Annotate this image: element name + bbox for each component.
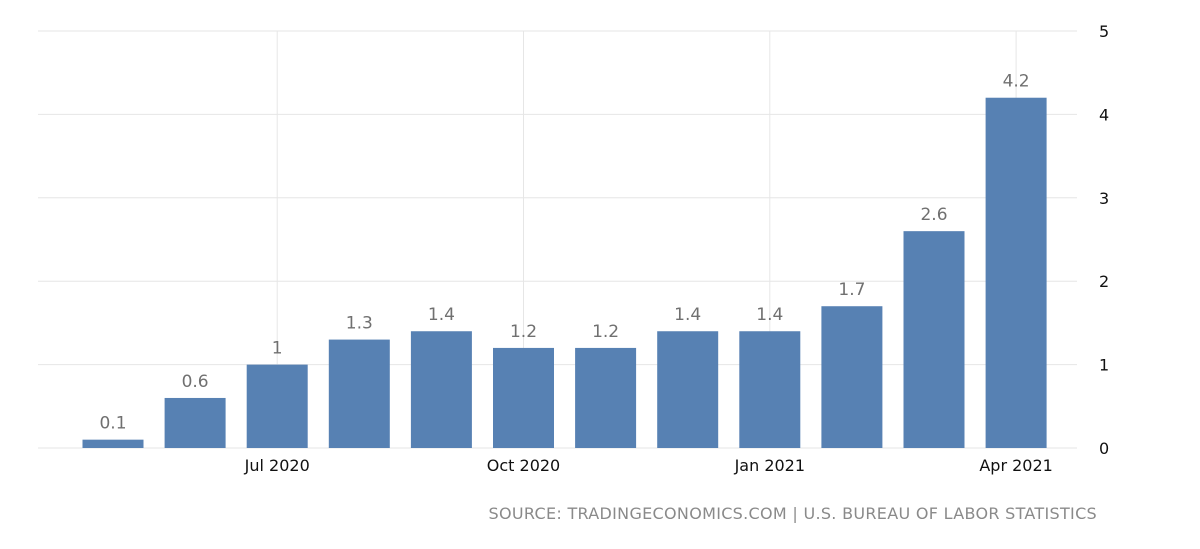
bar — [164, 397, 226, 448]
data-label: 1.7 — [838, 280, 865, 300]
data-label: 1.3 — [346, 314, 373, 334]
bar — [739, 331, 801, 448]
bar — [657, 331, 719, 448]
bar — [575, 347, 637, 448]
bars — [82, 97, 1047, 448]
y-tick-label: 4 — [1099, 105, 1109, 124]
y-tick-label: 2 — [1099, 272, 1109, 291]
x-tick-label: Jul 2020 — [244, 456, 310, 475]
bar — [493, 347, 554, 448]
x-tick-label: Apr 2021 — [979, 456, 1052, 475]
data-label: 0.1 — [99, 414, 126, 434]
bar — [985, 97, 1047, 448]
bar — [82, 439, 144, 448]
data-label: 1.4 — [756, 305, 783, 325]
bar — [410, 331, 472, 448]
bar — [328, 339, 390, 448]
bar — [821, 306, 883, 448]
bar — [903, 231, 965, 448]
bar — [246, 364, 308, 448]
y-axis-ticks: 0 1 2 3 4 5 — [1099, 22, 1109, 458]
data-label: 1 — [272, 339, 283, 359]
data-labels: 0.1 0.6 1 1.3 1.4 1.2 1.2 1.4 1.4 1.7 2.6 4.2 — [99, 72, 1029, 434]
data-label: 2.6 — [920, 205, 947, 225]
source-caption: SOURCE: TRADINGECONOMICS.COM | U.S. BURE… — [488, 504, 1097, 523]
data-label: 1.2 — [592, 322, 619, 342]
y-tick-label: 0 — [1099, 439, 1109, 458]
data-label: 0.6 — [182, 372, 209, 392]
y-tick-label: 5 — [1099, 22, 1109, 41]
data-label: 1.4 — [428, 305, 455, 325]
y-tick-label: 3 — [1099, 189, 1109, 208]
x-tick-label: Oct 2020 — [487, 456, 560, 475]
data-label: 1.2 — [510, 322, 537, 342]
x-tick-label: Jan 2021 — [734, 456, 805, 475]
data-label: 1.4 — [674, 305, 701, 325]
data-label: 4.2 — [1003, 72, 1030, 92]
y-tick-label: 1 — [1099, 356, 1109, 375]
x-axis-ticks: Jul 2020 Oct 2020 Jan 2021 Apr 2021 — [244, 456, 1053, 475]
